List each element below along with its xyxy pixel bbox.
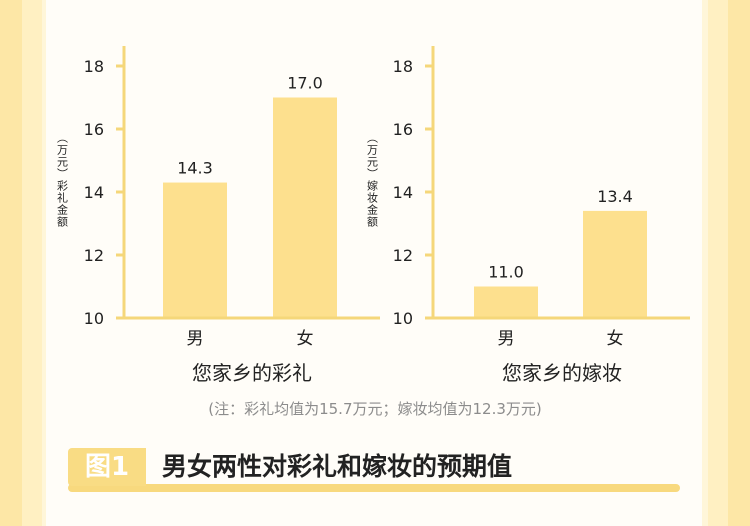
bar-value-label: 14.3 [177,159,213,178]
figure-caption: 图1 男女两性对彩礼和嫁妆的预期值 [68,444,680,492]
y-tick-label: 14 [84,183,104,202]
chart-title: 您家乡的彩礼 [192,361,312,385]
right-border-stripe-inner [708,0,728,526]
y-tick-label: 16 [84,120,104,139]
bar [474,286,538,317]
y-tick-label: 10 [84,309,104,328]
bar-value-label: 17.0 [287,74,323,93]
category-label: 男 [498,329,515,349]
bar [583,210,647,317]
bar-value-label: 13.4 [597,187,633,206]
footnote: (注：彩礼均值为15.7万元；嫁妆均值为12.3万元) [208,400,542,418]
y-tick-label: 18 [84,57,104,76]
bar [163,182,227,317]
y-axis-label: （万元）彩礼金额 [56,132,69,228]
category-label: 女 [607,329,624,349]
left-border-stripe-inner [22,0,42,526]
caption-underline [68,484,680,492]
y-tick-label: 18 [393,57,413,76]
category-label: 女 [297,329,314,349]
bar [273,97,337,317]
figure-title: 男女两性对彩礼和嫁妆的预期值 [162,452,513,481]
category-label: 男 [187,329,204,349]
right-border-stripe [728,0,750,526]
chart-title: 您家乡的嫁妆 [502,361,622,385]
y-tick-label: 10 [393,309,413,328]
bar-value-label: 11.0 [488,263,524,282]
left-border-stripe [0,0,22,526]
y-tick-label: 12 [84,246,104,265]
y-tick-label: 12 [393,246,413,265]
y-tick-label: 16 [393,120,413,139]
figure-badge: 图1 [68,448,146,486]
y-tick-label: 14 [393,183,413,202]
y-axis-label: （万元）嫁妆金额 [366,132,379,228]
